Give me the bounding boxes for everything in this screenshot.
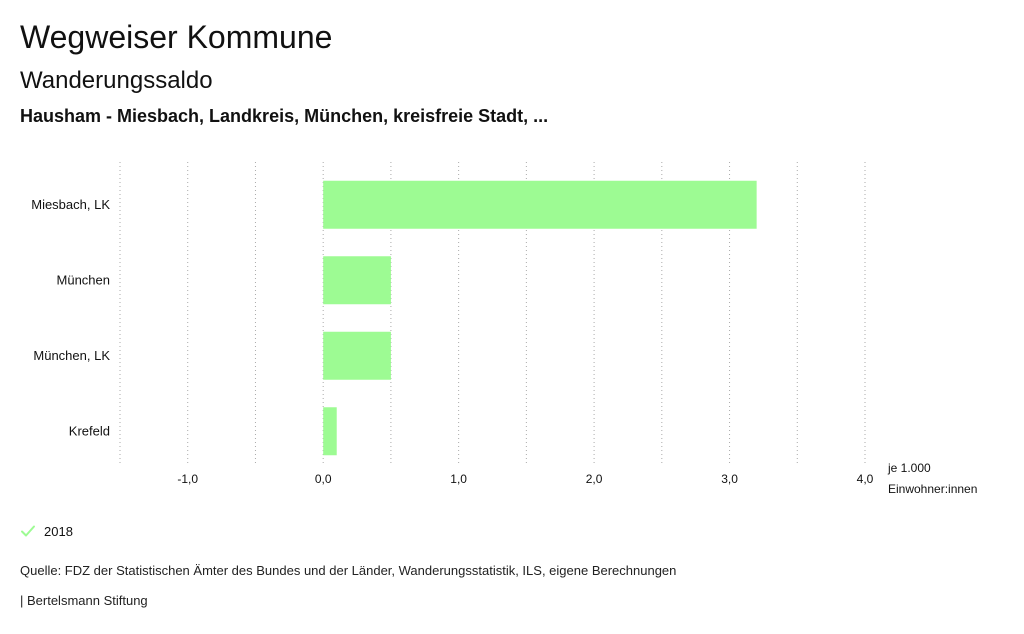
x-tick-label: 0,0 bbox=[315, 472, 332, 486]
legend-label: 2018 bbox=[44, 523, 73, 539]
bar[interactable] bbox=[323, 256, 391, 305]
unit-label: je 1.000 Einwohner:innen bbox=[887, 461, 977, 496]
legend[interactable]: 2018 bbox=[20, 520, 73, 542]
x-tick-label: 4,0 bbox=[857, 472, 874, 486]
category-label: Krefeld bbox=[69, 423, 110, 438]
page-title: Wegweiser Kommune bbox=[20, 19, 333, 55]
bar[interactable] bbox=[323, 180, 757, 229]
category-labels: Miesbach, LK München München, LK Krefeld bbox=[31, 197, 110, 439]
bars bbox=[323, 180, 757, 456]
check-icon bbox=[21, 525, 35, 537]
region-title: Hausham - Miesbach, Landkreis, München, … bbox=[20, 106, 549, 126]
category-label: München bbox=[57, 272, 110, 287]
bar-chart: Miesbach, LK München München, LK Krefeld -1… bbox=[31, 162, 977, 496]
unit-label-line: Einwohner:innen bbox=[888, 482, 977, 496]
category-label: München, LK bbox=[33, 348, 110, 363]
brand-note: | Bertelsmann Stiftung bbox=[20, 593, 148, 608]
bar[interactable] bbox=[323, 331, 391, 380]
category-label: Miesbach, LK bbox=[31, 197, 110, 212]
x-tick-label: 1,0 bbox=[450, 472, 467, 486]
chart-subtitle: Wanderungssaldo bbox=[20, 67, 213, 94]
x-tick-label: 2,0 bbox=[586, 472, 603, 486]
bar[interactable] bbox=[323, 407, 337, 456]
source-note: Quelle: FDZ der Statistischen Ämter des … bbox=[20, 563, 677, 578]
x-tick-labels: -1,0 0,0 1,0 2,0 3,0 4,0 bbox=[177, 472, 873, 486]
unit-label-line: je 1.000 bbox=[887, 461, 931, 475]
x-tick-label: -1,0 bbox=[177, 472, 198, 486]
x-tick-label: 3,0 bbox=[721, 472, 738, 486]
